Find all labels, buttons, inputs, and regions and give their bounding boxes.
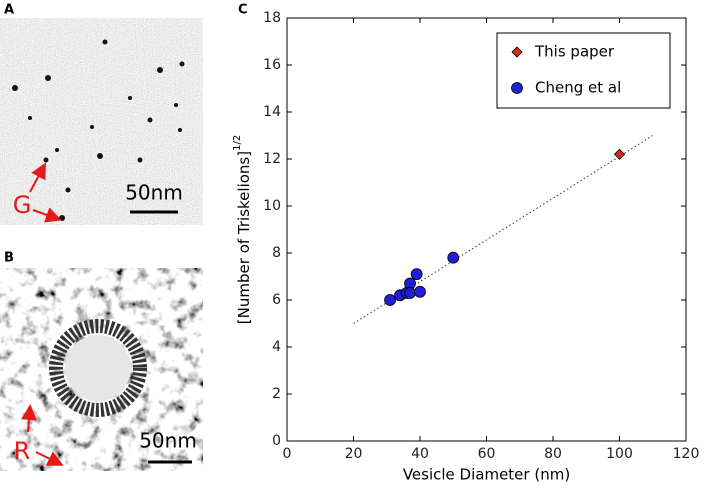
x-tick-label: 80	[544, 446, 562, 462]
x-tick-label: 100	[606, 446, 633, 462]
panel-label: A	[4, 3, 14, 18]
y-tick-label: 2	[272, 386, 281, 402]
point	[414, 285, 426, 298]
vesicle-lumen	[65, 335, 131, 401]
point	[447, 251, 460, 264]
vesicle-ring	[49, 319, 147, 417]
point	[410, 268, 423, 281]
x-tick-label: 60	[478, 446, 496, 462]
point	[384, 294, 396, 306]
y-axis-label-exponent: 1/2	[232, 135, 243, 151]
chart: 0 20 40 60 80 100 120 0 2 4 6 8 10 12 14 16 18 Vesicle Di…	[232, 10, 699, 484]
y-tick-label: 16	[263, 57, 281, 73]
scale-label: 50nm	[125, 181, 183, 205]
y-axis-label: [Number of Triskelions]1/2	[232, 135, 253, 324]
point	[613, 148, 626, 160]
x-tick-label: 40	[411, 446, 429, 462]
arrow	[32, 207, 62, 223]
y-tick-label: 0	[272, 433, 281, 449]
legend-marker	[511, 82, 523, 94]
y-tick-label: 12	[263, 151, 281, 167]
micrograph-a	[0, 18, 203, 225]
fit-line	[353, 135, 654, 324]
panel-label: C	[238, 3, 248, 18]
y-tick-label: 6	[272, 292, 281, 308]
legend-box	[496, 32, 671, 109]
legend-label: Cheng et al	[535, 79, 621, 97]
y-axis-label-base: [Number of Triskelions]	[235, 151, 253, 324]
y-tick-label: 14	[263, 104, 281, 120]
marker-label: G	[13, 191, 32, 219]
arrow	[35, 451, 64, 466]
arrow	[21, 404, 37, 433]
gold-particles	[12, 39, 185, 221]
point	[404, 287, 416, 299]
panel-label: B	[4, 251, 14, 266]
panel-a: 50nm G A	[0, 3, 203, 225]
y-tick-label: 18	[263, 10, 281, 26]
arrow	[29, 162, 46, 193]
y-tick-label: 4	[272, 339, 281, 355]
scale-label: 50nm	[139, 429, 197, 453]
x-axis-label: Vesicle Diameter (nm)	[403, 466, 570, 484]
panel-b: 50nm R B	[0, 251, 203, 471]
x-tick-label: 120	[673, 446, 700, 462]
y-tick-label: 10	[263, 198, 281, 214]
legend-marker	[511, 46, 523, 58]
x-tick-label: 20	[345, 446, 363, 462]
y-tick-label: 8	[272, 245, 281, 261]
x-tick-label: 0	[283, 446, 292, 462]
marker-label: R	[14, 437, 31, 465]
legend-label: This paper	[534, 43, 615, 61]
